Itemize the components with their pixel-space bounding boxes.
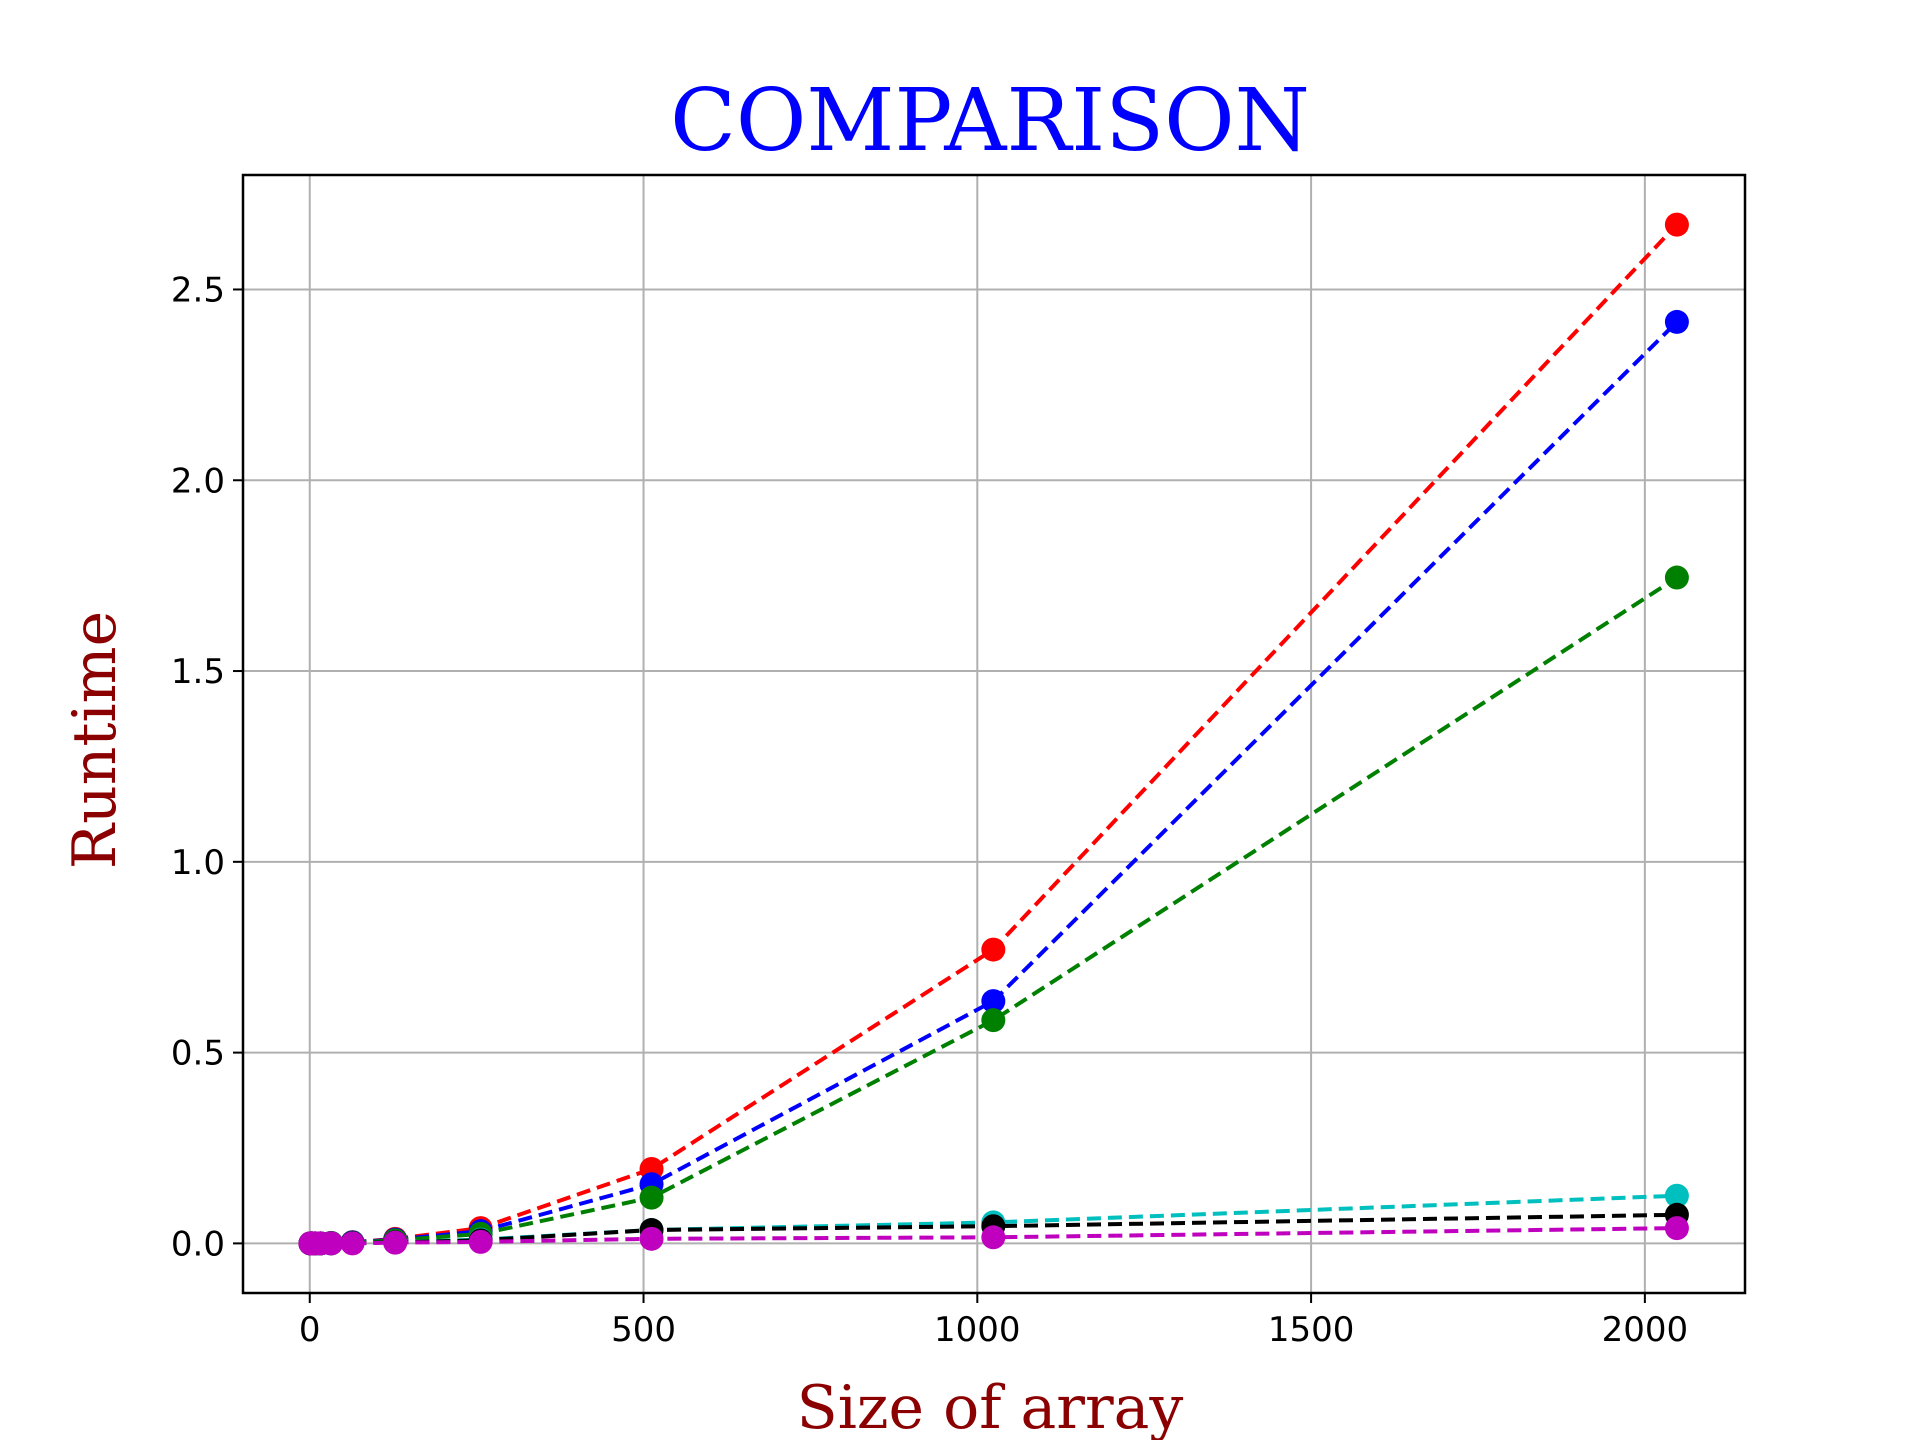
- data-point: [1664, 1216, 1689, 1241]
- data-point: [981, 989, 1006, 1014]
- x-tick-label: 2000: [1602, 1310, 1689, 1350]
- y-tick-label: 1.0: [171, 843, 225, 883]
- chart-title: COMPARISON: [670, 71, 1310, 171]
- data-point: [1664, 212, 1689, 237]
- data-point: [319, 1231, 344, 1256]
- x-axis-label: Size of array: [797, 1373, 1184, 1440]
- data-point: [981, 1225, 1006, 1250]
- data-point: [639, 1226, 664, 1251]
- data-point: [383, 1230, 408, 1255]
- y-axis-label: Runtime: [60, 611, 130, 869]
- series-layer: [298, 212, 1689, 1256]
- x-tick-label: 0: [299, 1310, 321, 1350]
- data-point: [981, 937, 1006, 962]
- data-point: [1664, 1183, 1689, 1208]
- y-tick-label: 0.5: [171, 1034, 225, 1074]
- y-tick-label: 2.0: [171, 461, 225, 501]
- data-point: [340, 1231, 365, 1256]
- ticks: 0 500 1000 1500 2000 0.0 0.5 1.0 1.5 2.0 2.5: [171, 270, 1688, 1350]
- y-tick-label: 2.5: [171, 270, 225, 310]
- data-point: [1664, 565, 1689, 590]
- plot-frame: [241, 173, 1747, 1295]
- x-tick-label: 1500: [1268, 1310, 1355, 1350]
- data-point: [981, 1008, 1006, 1033]
- x-tick-label: 1000: [934, 1310, 1021, 1350]
- data-point: [639, 1185, 664, 1210]
- y-tick-label: 1.5: [171, 652, 225, 692]
- y-tick-label: 0.0: [171, 1224, 225, 1264]
- x-tick-label: 500: [611, 1310, 676, 1350]
- data-point: [468, 1229, 493, 1254]
- series-6: [298, 1216, 1689, 1256]
- data-point: [1664, 309, 1689, 334]
